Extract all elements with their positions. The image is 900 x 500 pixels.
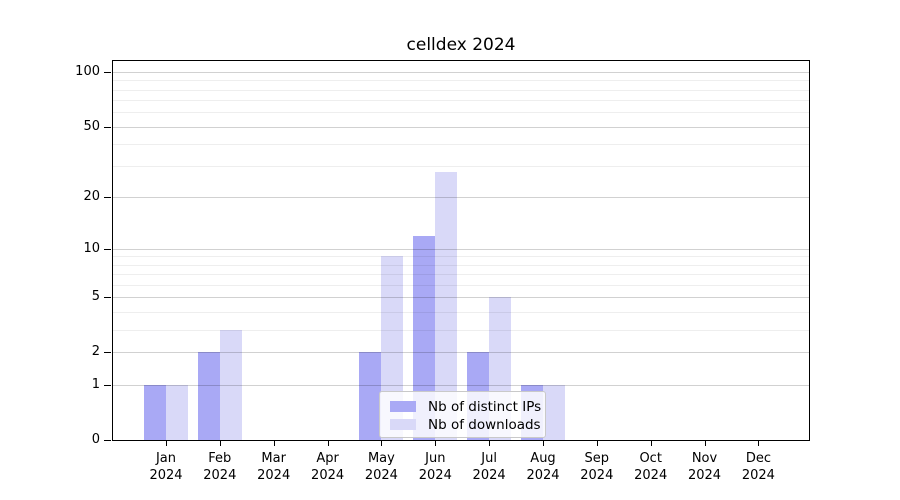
y-tick — [104, 197, 111, 199]
gridline-minor — [113, 274, 809, 276]
x-tick-year: 2024 — [203, 468, 237, 483]
x-tick-year: 2024 — [687, 468, 722, 483]
gridline-minor — [113, 100, 809, 102]
x-tick-label-jul: Jul 2024 — [457, 450, 521, 484]
bar-jan-distinct-ips — [144, 384, 166, 440]
legend-entry-downloads: Nb of downloads — [388, 416, 541, 433]
bar-feb-downloads — [219, 329, 242, 440]
x-tick-label-sep: Sep 2024 — [565, 450, 629, 484]
gridline-major — [113, 197, 809, 199]
x-tick-label-nov: Nov 2024 — [673, 450, 737, 484]
bar-may-distinct-ips — [359, 352, 382, 440]
x-tick-label-feb: Feb 2024 — [188, 450, 252, 484]
x-tick-month: Oct — [639, 451, 662, 466]
x-tick-year: 2024 — [580, 468, 614, 483]
x-tick-year: 2024 — [741, 468, 775, 483]
y-tick — [104, 352, 111, 354]
y-tick-label: 2 — [91, 344, 100, 360]
x-tick-year: 2024 — [418, 468, 452, 483]
gridline-minor — [113, 80, 809, 82]
bar-jan-downloads — [166, 384, 188, 440]
x-tick-label-oct: Oct 2024 — [619, 450, 683, 484]
y-tick — [104, 126, 111, 128]
chart-title: celldex 2024 — [406, 35, 516, 55]
x-tick-month: Jan — [155, 451, 177, 466]
x-tick-month: Jul — [481, 451, 497, 466]
y-tick-label: 100 — [75, 64, 100, 79]
x-tick-month: Dec — [745, 451, 771, 466]
x-tick-label-mar: Mar 2024 — [242, 450, 306, 484]
y-tick-label: 50 — [83, 118, 100, 134]
x-tick-label-aug: Aug 2024 — [511, 450, 575, 484]
x-tick-month: Sep — [584, 451, 610, 466]
legend-swatch-downloads — [390, 419, 416, 430]
x-tick-month: Nov — [691, 451, 718, 466]
gridline-major — [113, 126, 809, 128]
x-tick — [166, 441, 167, 446]
x-tick — [650, 441, 652, 446]
y-tick — [104, 440, 111, 441]
x-tick-year: 2024 — [364, 468, 398, 483]
x-tick-year: 2024 — [526, 468, 560, 483]
legend-swatch-distinct-ips — [390, 401, 416, 412]
y-tick-label: 10 — [83, 240, 100, 256]
legend-label-downloads: Nb of downloads — [428, 416, 541, 433]
x-tick-year: 2024 — [634, 468, 668, 483]
y-tick-label: 20 — [83, 189, 100, 205]
x-tick-month: Aug — [530, 451, 556, 466]
legend: Nb of distinct IPs Nb of downloads — [379, 391, 546, 438]
x-tick-label-apr: Apr 2024 — [296, 450, 360, 484]
x-tick-label-may: May 2024 — [349, 450, 413, 484]
bar-jun-downloads — [435, 171, 458, 440]
gridline-minor — [113, 329, 809, 331]
gridline-minor — [113, 284, 809, 286]
x-tick — [489, 441, 491, 446]
legend-entry-distinct-ips: Nb of distinct IPs — [388, 398, 541, 415]
x-tick — [596, 441, 598, 446]
x-tick-year: 2024 — [257, 468, 291, 483]
x-tick-year: 2024 — [149, 468, 183, 483]
y-tick — [104, 297, 111, 299]
x-tick — [758, 441, 760, 446]
gridline-minor — [113, 89, 809, 91]
bar-jun-distinct-ips — [413, 235, 436, 440]
x-tick-year: 2024 — [472, 468, 506, 483]
x-tick — [219, 441, 221, 446]
y-tick — [104, 72, 111, 73]
x-tick — [381, 441, 383, 446]
x-tick-label-dec: Dec 2024 — [726, 450, 790, 484]
x-tick-year: 2024 — [311, 468, 345, 483]
y-tick-label: 0 — [91, 432, 100, 447]
bar-feb-distinct-ips — [197, 352, 220, 440]
gridline-minor — [113, 143, 809, 145]
x-tick — [273, 441, 275, 446]
x-tick-label-jan: Jan 2024 — [134, 450, 198, 484]
gridline-major — [113, 72, 809, 73]
gridline-minor — [113, 311, 809, 313]
x-tick — [704, 441, 706, 446]
x-tick-month: Jun — [425, 451, 446, 466]
plot-area: Nb of distinct IPs Nb of downloads — [112, 60, 810, 441]
legend-label-distinct-ips: Nb of distinct IPs — [428, 398, 542, 415]
x-tick-month: Apr — [316, 451, 339, 466]
x-tick-month: May — [367, 451, 395, 466]
gridline-minor — [113, 166, 809, 168]
y-tick-label: 5 — [91, 289, 100, 305]
bar-aug-downloads — [542, 384, 565, 440]
y-tick — [104, 248, 111, 250]
x-tick — [543, 441, 544, 446]
x-tick — [327, 441, 329, 446]
x-tick — [435, 441, 437, 446]
x-tick-month: Mar — [261, 451, 286, 466]
x-tick-month: Feb — [208, 451, 232, 466]
gridline-minor — [113, 256, 809, 258]
x-tick-label-jun: Jun 2024 — [403, 450, 467, 484]
y-tick — [104, 384, 111, 386]
gridline-major — [113, 248, 809, 250]
gridline-major — [113, 297, 809, 299]
y-tick-label: 1 — [91, 376, 100, 392]
gridline-minor — [113, 264, 809, 266]
gridline-minor — [113, 112, 809, 114]
